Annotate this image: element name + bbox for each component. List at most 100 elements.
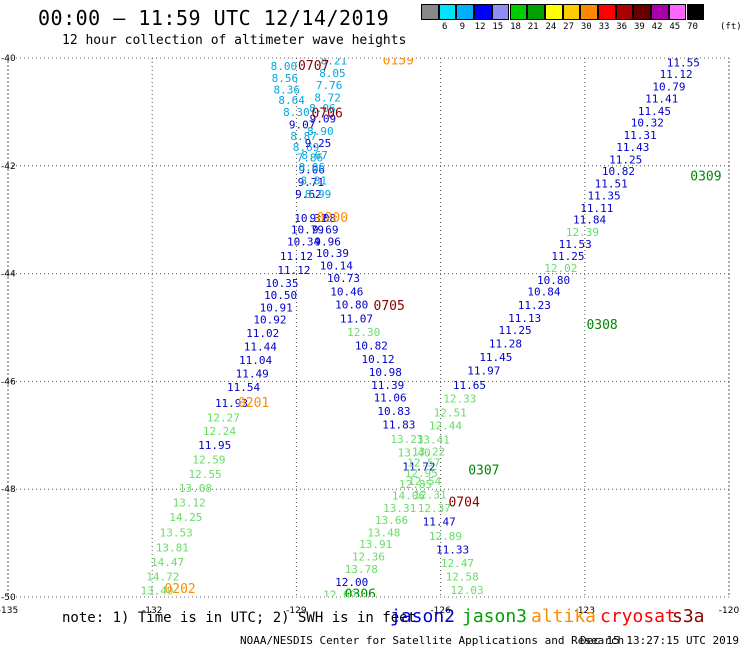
swh-value-label: 11.41: [645, 92, 678, 105]
scale-label: 70: [687, 22, 698, 32]
swh-value-label: 11.31: [624, 129, 657, 142]
pass-time-label: 0309: [690, 170, 721, 185]
x-tick-label: -129: [286, 606, 307, 616]
swh-value-label: 8.36: [274, 83, 301, 96]
x-tick-label: -123: [575, 606, 595, 616]
swh-value-label: 12.59: [192, 454, 225, 467]
swh-value-label: 10.14: [320, 260, 353, 273]
scale-swatch: [474, 4, 492, 20]
legend-jason3: jason3: [462, 606, 528, 627]
legend-jason2: jason2: [390, 606, 456, 627]
swh-value-label: 10.32: [631, 117, 664, 130]
swh-value-label: 12.39: [566, 226, 599, 239]
swh-value-label: 12.00: [335, 576, 368, 589]
scale-unit-label: (ft): [720, 22, 740, 32]
swh-value-label: 11.23: [518, 299, 551, 312]
scale-swatch: [686, 4, 705, 20]
swh-value-label: 8.87: [290, 130, 317, 143]
x-tick-label: -135: [0, 606, 18, 616]
footer-timestamp: Dec 15 13:27:15 UTC 2019: [580, 634, 739, 647]
swh-value-label: 12.57: [407, 456, 440, 469]
swh-value-label: 9.25: [305, 137, 332, 150]
swh-value-label: 10.39: [316, 247, 349, 260]
swh-value-label: 10.92: [253, 313, 286, 326]
swh-value-label: 10.43: [688, 20, 721, 33]
swh-value-label: 11.65: [453, 379, 486, 392]
swh-value-label: 13.48: [367, 526, 400, 539]
swh-value-label: 10.80: [335, 298, 368, 311]
swh-value-label: 13.66: [375, 514, 408, 527]
swh-value-label: 10.46: [330, 285, 363, 298]
swh-value-label: 13.78: [345, 563, 378, 576]
swh-value-label: 12.30: [347, 326, 380, 339]
data-layer: 8.008.568.368.648.309.078.878.697.869.06…: [140, 8, 729, 602]
swh-value-label: 10.35: [265, 277, 298, 290]
swh-value-label: 10.34: [287, 235, 320, 248]
y-tick-label: -46: [1, 377, 16, 387]
scale-label: 6: [441, 22, 448, 32]
scale-label: 39: [633, 22, 645, 32]
swh-value-label: 13.53: [160, 526, 193, 539]
swh-value-label: 11.33: [436, 544, 469, 557]
swh-value-label: 11.97: [467, 365, 500, 378]
legend-altika: altika: [531, 606, 597, 627]
scale-swatch: [491, 4, 510, 20]
swh-value-label: 10.82: [602, 165, 635, 178]
y-tick-label: -48: [1, 485, 16, 495]
swh-value-label: 11.53: [559, 238, 592, 251]
swh-value-label: 8.99: [305, 188, 332, 201]
scale-swatch: [509, 4, 528, 20]
pass-time-label: 0704: [448, 496, 479, 511]
scale-label: 12: [474, 22, 486, 32]
swh-value-label: 10.79: [291, 223, 324, 236]
scale-label: 9: [459, 22, 466, 32]
swh-value-label: 11.45: [638, 105, 671, 118]
scale-label: 18: [510, 22, 521, 32]
pass-time-label: 0705: [374, 299, 405, 314]
swh-value-label: 13.49: [140, 585, 173, 598]
swh-value-label: 12.33: [443, 393, 476, 406]
swh-value-label: 11.25: [551, 250, 584, 263]
swh-value-label: 14.06: [392, 490, 425, 503]
swh-value-label: 11.83: [382, 419, 415, 432]
footer-credit: NOAA/NESDIS Center for Satellite Applica…: [240, 634, 625, 647]
scale-swatch: [580, 4, 598, 20]
swh-value-label: 11.02: [246, 327, 279, 340]
swh-value-label: 11.04: [239, 354, 272, 367]
swh-value-label: 12.24: [203, 425, 236, 438]
swh-value-label: 10.83: [377, 405, 410, 418]
swh-value-label: 13.12: [173, 497, 206, 510]
swh-value-label: 11.51: [595, 178, 628, 191]
swh-value-label: 13.91: [359, 538, 392, 551]
swh-value-label: 9.69: [312, 223, 339, 236]
swh-value-label: 11.44: [244, 340, 277, 353]
swh-value-label: 12.51: [434, 407, 467, 420]
swh-value-label: 12.36: [352, 551, 385, 564]
swh-value-label: 8.56: [272, 72, 299, 85]
swh-value-label: 11.12: [660, 68, 693, 81]
x-tick-label: -120: [719, 606, 740, 616]
swh-value-label: 12.95: [405, 467, 438, 480]
pass-time-label: 0202: [164, 582, 195, 597]
swh-value-label: 11.55: [667, 56, 700, 69]
swh-value-label: 8.72: [314, 91, 341, 104]
swh-value-label: 9.08: [310, 212, 337, 225]
scale-swatch: [562, 4, 581, 20]
swh-value-label: 11.07: [340, 312, 373, 325]
swh-value-label: 11.25: [499, 324, 532, 337]
plot-frame: [7, 57, 730, 598]
swh-value-label: 11.47: [423, 516, 456, 529]
swh-value-label: 10.22: [696, 8, 729, 21]
scale-swatch: [668, 4, 687, 20]
pass-time-label: 0306: [345, 587, 376, 602]
scale-label: 21: [527, 22, 539, 32]
y-tick-label: -50: [1, 593, 16, 603]
swh-value-label: 14.72: [146, 571, 179, 584]
swh-value-label: 12.89: [429, 530, 462, 543]
swh-value-label: 12.58: [446, 571, 479, 584]
swh-value-label: 14.47: [151, 556, 184, 569]
swh-value-label: 9.06: [299, 164, 326, 177]
scale-label: 27: [563, 22, 575, 32]
